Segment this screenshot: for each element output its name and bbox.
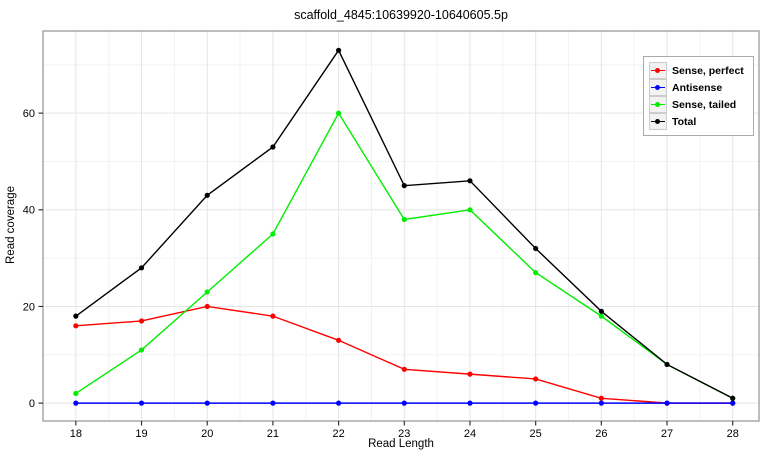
x-tick-label: 22 xyxy=(332,428,344,440)
series-total xyxy=(73,47,736,401)
data-point xyxy=(73,313,79,319)
x-tick-label: 25 xyxy=(530,428,542,440)
data-point xyxy=(73,390,79,397)
chart-title: scaffold_4845:10639920-10640605.5p xyxy=(294,8,508,22)
tick-labels: 18 19 20 21 22 23 24 25 26 27 28 0 20 40 60 xyxy=(23,108,739,440)
x-tick-label: 27 xyxy=(661,428,673,440)
legend-line-marker-icon xyxy=(649,62,667,79)
data-point xyxy=(204,303,210,310)
data-point xyxy=(533,270,539,276)
data-point xyxy=(138,347,145,353)
data-point xyxy=(204,192,210,198)
data-point xyxy=(138,318,145,324)
data-point xyxy=(270,231,276,237)
x-tick-label: 28 xyxy=(727,428,739,440)
data-point xyxy=(270,144,276,150)
data-point xyxy=(401,400,407,406)
legend-entry-sense-perfect: Sense, perfect xyxy=(649,62,749,79)
data-point xyxy=(664,361,670,368)
x-tick-label: 26 xyxy=(595,428,607,440)
legend-entry-antisense: Antisense xyxy=(649,79,749,96)
legend-line-marker-icon xyxy=(649,79,667,96)
x-tick-label: 20 xyxy=(201,428,213,440)
data-point xyxy=(138,400,145,406)
data-point xyxy=(73,323,79,329)
data-point xyxy=(598,395,604,401)
x-tick-label: 18 xyxy=(70,428,82,440)
x-tick-label: 24 xyxy=(464,428,476,440)
data-point xyxy=(73,400,79,406)
data-series xyxy=(73,47,736,406)
data-point xyxy=(467,207,473,213)
data-point xyxy=(598,308,604,314)
data-point xyxy=(533,400,539,406)
legend-label: Sense, perfect xyxy=(672,64,744,77)
x-tick-label: 19 xyxy=(135,428,147,440)
data-point xyxy=(401,216,407,223)
data-point xyxy=(204,400,210,406)
data-point xyxy=(270,400,276,406)
x-tick-label: 21 xyxy=(267,428,279,440)
data-point xyxy=(335,47,342,53)
data-point xyxy=(730,395,736,401)
data-point xyxy=(467,178,473,184)
y-tick-label: 20 xyxy=(23,301,35,313)
data-point xyxy=(270,313,276,319)
data-point xyxy=(467,371,473,377)
y-tick-label: 60 xyxy=(23,108,35,120)
data-point xyxy=(401,366,407,372)
data-point xyxy=(335,337,342,343)
data-point xyxy=(730,400,736,406)
legend-label: Antisense xyxy=(672,81,723,94)
legend-line-marker-icon xyxy=(649,113,667,130)
x-tick-label: 23 xyxy=(398,428,410,440)
gridlines-minor xyxy=(43,31,759,421)
data-point xyxy=(467,400,473,406)
tick-marks xyxy=(38,112,734,426)
y-tick-label: 0 xyxy=(29,398,35,410)
legend-entry-sense-tailed: Sense, tailed xyxy=(649,96,749,113)
data-point xyxy=(138,265,145,271)
data-point xyxy=(598,313,604,319)
series-antisense xyxy=(73,400,736,406)
panel-border xyxy=(42,30,760,422)
data-point xyxy=(598,400,604,406)
legend-label: Sense, tailed xyxy=(672,98,737,111)
legend-line-marker-icon xyxy=(649,96,667,113)
x-axis-label: Read Length xyxy=(368,438,434,450)
plot-panel xyxy=(43,31,759,421)
data-point xyxy=(401,183,407,189)
data-point xyxy=(335,400,342,406)
data-point xyxy=(204,289,210,295)
data-point xyxy=(533,376,539,382)
y-axis-label: Read coverage xyxy=(5,186,17,264)
legend-entry-total: Total xyxy=(649,113,749,130)
legend-label: Total xyxy=(672,115,697,128)
data-point xyxy=(335,110,342,116)
legend: Sense, perfect Antisense Sense, tailed T… xyxy=(643,56,754,136)
data-point xyxy=(664,400,670,406)
data-point xyxy=(533,245,539,252)
y-tick-label: 40 xyxy=(23,205,35,217)
